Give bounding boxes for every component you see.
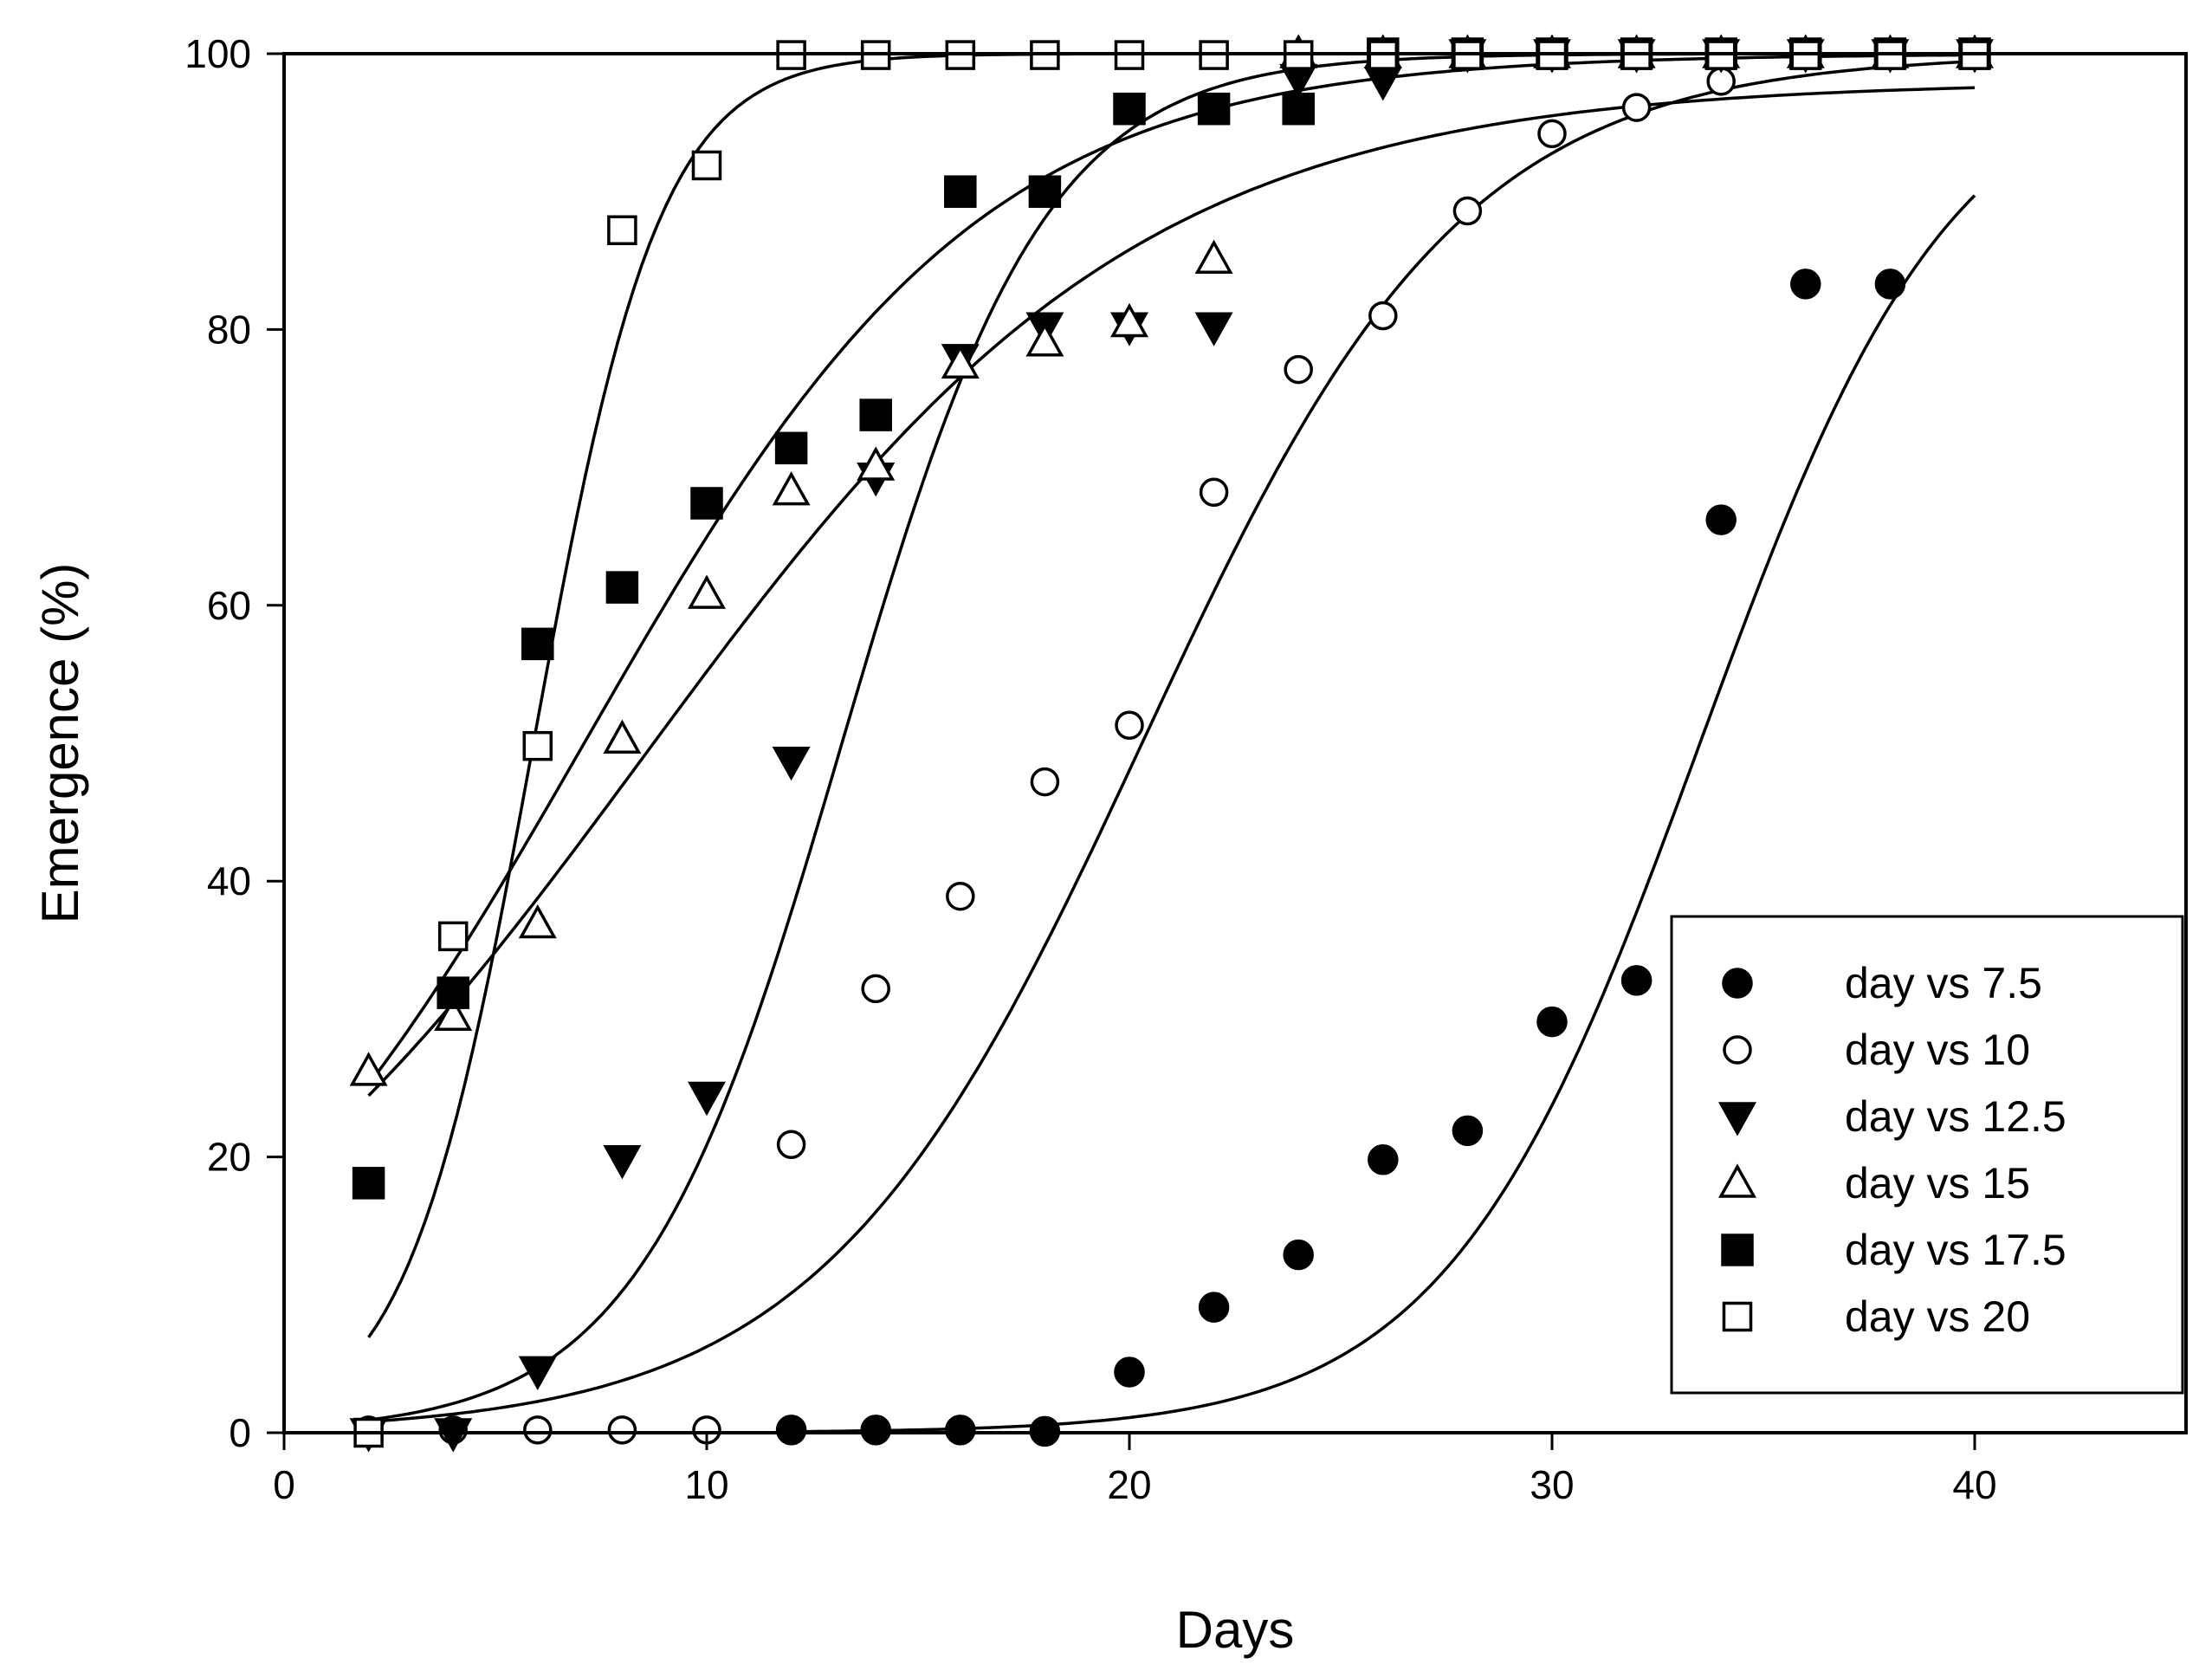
data-point-series-5 [437,921,469,952]
x-tick-label: 30 [1530,1462,1574,1507]
fit-curve-series-0 [791,194,1976,1434]
legend-label: day vs 7.5 [1845,959,2042,1007]
data-point-series-4 [690,487,723,520]
data-point-series-0 [1452,1115,1484,1147]
data-point-series-1 [861,974,890,1004]
y-axis-title: Emergence (%) [31,563,89,924]
data-point-series-0 [775,1415,807,1446]
legend-marker-5 [1722,1301,1753,1332]
data-point-series-0 [1536,1006,1568,1038]
data-point-series-1 [1537,119,1567,149]
data-point-series-0 [1283,1239,1314,1271]
y-tick-label: 60 [207,583,251,628]
data-point-series-4 [1028,175,1062,208]
data-point-series-0 [945,1415,976,1446]
data-point-series-3 [941,344,980,379]
data-point-series-4 [352,1167,385,1200]
data-point-series-1 [776,1130,806,1160]
data-point-series-1 [946,881,975,911]
data-point-series-1 [1284,354,1313,385]
data-point-series-2 [772,746,811,781]
data-point-series-4 [774,431,808,465]
legend-label: day vs 10 [1845,1026,2030,1074]
data-point-series-0 [1874,269,1906,300]
legend-marker-1 [1723,1035,1752,1065]
data-point-series-2 [688,1081,726,1117]
legend-label: day vs 17.5 [1845,1226,2066,1274]
data-point-series-1 [1621,93,1652,122]
legend-entries: day vs 7.5 day vs 10 day vs 12.5 day vs 15 d… [1718,959,2066,1341]
data-point-series-3 [434,996,473,1031]
data-point-series-0 [1705,504,1737,535]
data-point-series-3 [518,903,557,939]
data-point-series-4 [521,627,554,661]
data-point-series-3 [349,1052,388,1086]
data-point-series-1 [1199,477,1229,508]
legend-marker-2 [1718,1102,1756,1136]
fit-curve-series-3 [367,86,1976,1097]
data-point-series-1 [1452,196,1483,226]
data-point-series-4 [605,571,639,604]
data-point-series-2 [603,1145,642,1180]
y-axis-ticks: 0 20 40 60 80 100 [184,31,284,1455]
data-point-series-0 [1790,269,1821,300]
y-tick-label: 80 [207,307,251,352]
data-point-series-5 [607,215,637,246]
y-tick-label: 0 [229,1410,251,1455]
data-point-series-1 [607,1415,637,1445]
data-point-series-0 [1198,1292,1230,1323]
x-tick-label: 10 [684,1462,728,1507]
data-point-series-2 [518,1356,557,1390]
data-point-series-0 [1620,965,1653,996]
data-point-series-0 [1114,1356,1145,1388]
data-point-series-1 [1368,301,1398,331]
legend-marker-4 [1721,1233,1754,1266]
y-tick-label: 40 [207,858,251,903]
legend-label: day vs 20 [1845,1292,2030,1341]
x-tick-label: 0 [273,1462,295,1507]
data-point-series-3 [688,574,726,609]
legend-label: day vs 12.5 [1845,1092,2066,1141]
data-point-series-1 [1115,710,1144,741]
data-point-series-0 [1368,1144,1399,1175]
data-point-series-4 [859,398,892,431]
data-point-series-3 [1194,239,1233,274]
legend-box [1670,915,2184,1395]
data-point-series-2 [1363,67,1402,101]
data-point-series-3 [1025,322,1064,357]
data-point-series-3 [603,719,642,754]
data-point-series-4 [1197,92,1231,126]
x-tick-label: 40 [1952,1462,1996,1507]
plot-frame [282,52,2188,1434]
data-point-series-4 [944,175,977,208]
data-point-series-4 [1282,92,1315,126]
x-axis-title: Days [1176,1601,1295,1659]
x-axis-ticks: 0 10 20 30 40 [273,1433,1997,1507]
data-point-series-1 [1030,767,1060,797]
fit-curve-series-1 [368,60,1976,1423]
x-tick-label: 20 [1107,1462,1151,1507]
legend: day vs 7.5 day vs 10 day vs 12.5 day vs 15 d… [1670,915,2184,1395]
data-point-series-1 [523,1415,553,1445]
data-point-series-4 [437,976,469,1009]
data-point-series-5 [522,730,553,761]
data-point-series-5 [691,150,722,181]
data-point-series-3 [772,471,811,506]
y-tick-label: 100 [184,31,251,76]
data-point-series-3 [1110,302,1148,338]
legend-marker-3 [1718,1163,1756,1198]
data-point-series-4 [1113,92,1146,126]
legend-label: day vs 15 [1845,1159,2030,1208]
data-point-series-3 [857,446,896,481]
y-tick-label: 20 [207,1135,251,1180]
legend-marker-0 [1722,968,1753,999]
data-point-series-2 [1194,312,1233,346]
data-point-series-0 [860,1415,891,1446]
